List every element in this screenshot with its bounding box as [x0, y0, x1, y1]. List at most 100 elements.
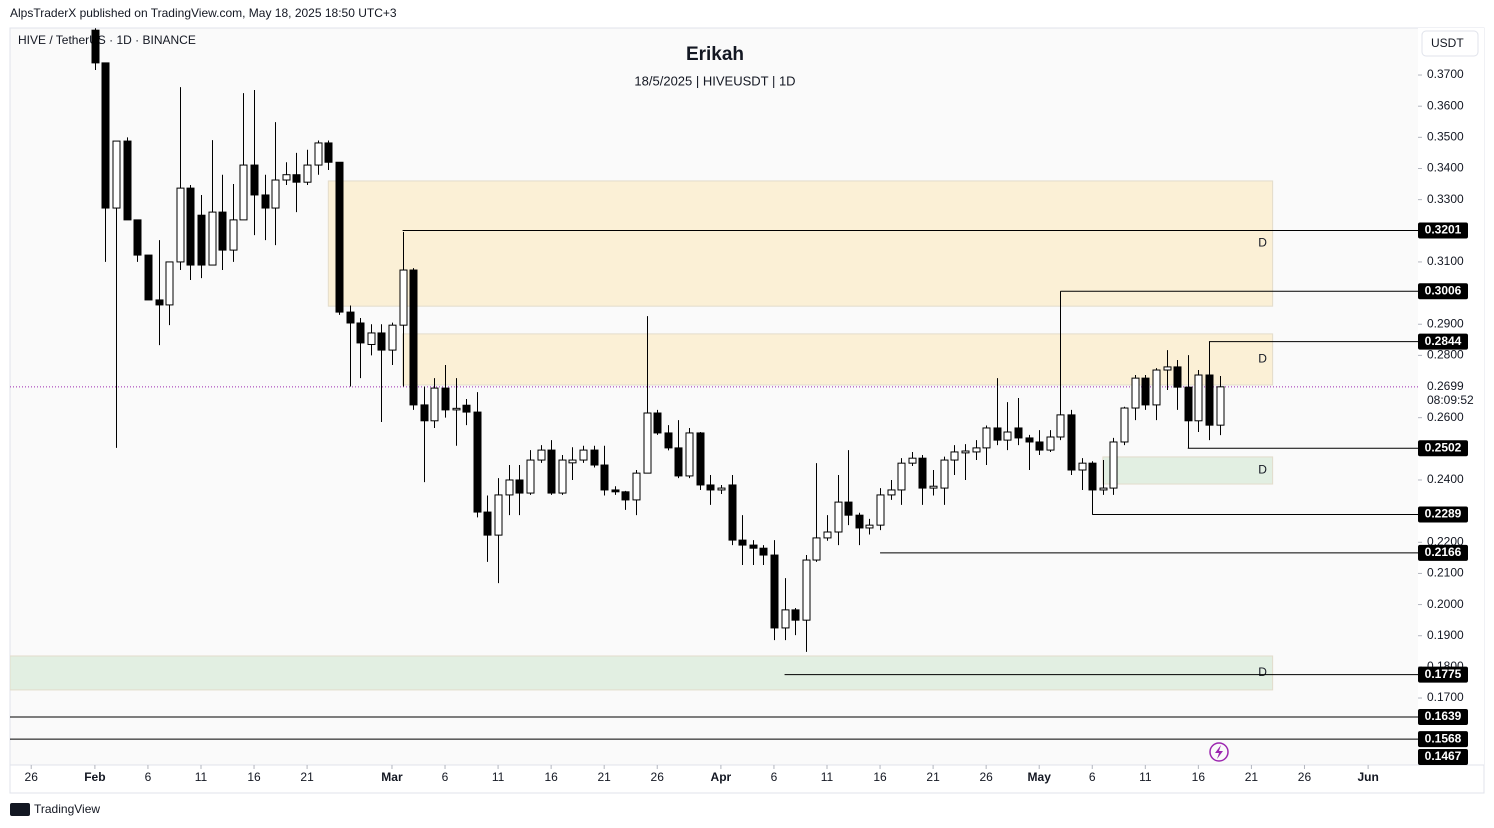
candle-body [282, 174, 291, 181]
candle-body [834, 501, 843, 533]
candle-body [505, 479, 514, 496]
level-tag [1418, 506, 1468, 523]
zone-label: D [1258, 352, 1267, 366]
candle-body [377, 332, 386, 351]
candle-body [356, 322, 365, 344]
zone [1102, 456, 1274, 485]
y-tick-label: 0.1900 [1427, 628, 1464, 642]
candle-body [865, 524, 874, 529]
candle-body [1184, 386, 1193, 422]
candle-body [271, 179, 280, 209]
x-tick-label: 11 [492, 770, 505, 784]
x-tick-label: 11 [821, 770, 834, 784]
level-tag [1418, 283, 1468, 300]
level-label: 0.2844 [1425, 334, 1462, 348]
candle-body [749, 544, 758, 549]
level-tag [1418, 222, 1468, 239]
candle-body [855, 514, 864, 529]
y-tick-label: 0.2000 [1427, 597, 1464, 611]
y-tick-label: 0.3300 [1427, 192, 1464, 206]
alert-icon[interactable] [1209, 742, 1229, 762]
overlay: 0.3700 0.3600 0.3500 0.3400 0.3300 0.3100 0.29… [25, 67, 1474, 784]
candle-body [685, 432, 694, 477]
candle-body [101, 62, 110, 209]
plot-area: D D D D [10, 28, 1418, 740]
candle-body [261, 194, 270, 209]
candle-body [409, 269, 418, 406]
candle-body [547, 449, 556, 494]
candle-body [929, 485, 938, 489]
candle-body [600, 464, 609, 491]
price-axis-area [1418, 28, 1484, 765]
candle-body [1003, 431, 1012, 441]
candle-body [526, 459, 535, 494]
tv-logo [10, 803, 30, 816]
x-tick-label: 21 [598, 770, 612, 784]
candle-body [367, 332, 376, 345]
candle-body [314, 142, 323, 166]
candle-body [674, 447, 683, 477]
x-tick-label: 6 [771, 770, 778, 784]
candle-body [1131, 377, 1140, 409]
candle-body [781, 609, 790, 629]
x-tick-label: 21 [300, 770, 314, 784]
time-axis-area [9, 764, 1485, 794]
x-tick-label: 11 [195, 770, 208, 784]
x-tick-label: 16 [1192, 770, 1206, 784]
level-label: 0.1568 [1425, 731, 1462, 745]
zone-label: D [1258, 665, 1267, 679]
candle-body [165, 261, 174, 306]
x-tick-label: 21 [1245, 770, 1259, 784]
candle-body [346, 311, 355, 324]
candle-body [1141, 377, 1150, 406]
candle-body [186, 187, 195, 266]
level-tag [1418, 749, 1468, 765]
x-tick-label: 6 [145, 770, 152, 784]
y-tick-label: 0.3600 [1427, 98, 1464, 112]
x-tick-label: 21 [926, 770, 940, 784]
candle-body [1025, 437, 1034, 443]
x-tick-label: Feb [84, 770, 105, 784]
candle-body [430, 387, 439, 422]
level-tag [1418, 709, 1468, 726]
x-tick-label: 6 [1089, 770, 1096, 784]
candle-body [1173, 366, 1182, 388]
alert-bolt [1215, 745, 1223, 759]
candle-body [335, 161, 344, 313]
zone [10, 655, 1274, 691]
y-tick-label: 0.2400 [1427, 472, 1464, 486]
currency-button[interactable] [1421, 30, 1479, 57]
candle-body [1014, 427, 1023, 439]
candle-body [483, 511, 492, 536]
level-tag [1418, 731, 1468, 748]
candle-body [1088, 462, 1097, 491]
candle-body [717, 487, 726, 491]
y-tick-label: 0.3500 [1427, 130, 1464, 144]
level-label: 0.2166 [1425, 545, 1462, 559]
level-label: 0.1639 [1425, 709, 1462, 723]
y-tick-label: 0.2900 [1427, 316, 1464, 330]
candle-body [590, 449, 599, 466]
candle-body [643, 412, 652, 474]
y-tick-label: 0.3400 [1427, 161, 1464, 175]
candle-body [897, 462, 906, 491]
candle-body [197, 214, 206, 266]
candle-body [133, 219, 142, 256]
y-tick-label: 0.2100 [1427, 566, 1464, 580]
symbol-info: HIVE / TetherUS · 1D · BINANCE [18, 33, 196, 47]
candle-body [1120, 407, 1129, 443]
x-tick-label: 26 [651, 770, 665, 784]
candle-body [515, 479, 524, 494]
x-tick-label: Mar [381, 770, 403, 784]
x-tick-label: 6 [442, 770, 449, 784]
currency-label: USDT [1431, 36, 1464, 50]
level-label: 0.1467 [1425, 749, 1462, 763]
zone [327, 180, 1274, 307]
candle-body [1109, 441, 1118, 489]
candle-body [462, 404, 471, 413]
candle-body [940, 459, 949, 489]
candle-body [123, 140, 132, 221]
candle-body [303, 164, 312, 183]
candle-body [112, 140, 121, 209]
candle-body [1216, 386, 1225, 426]
